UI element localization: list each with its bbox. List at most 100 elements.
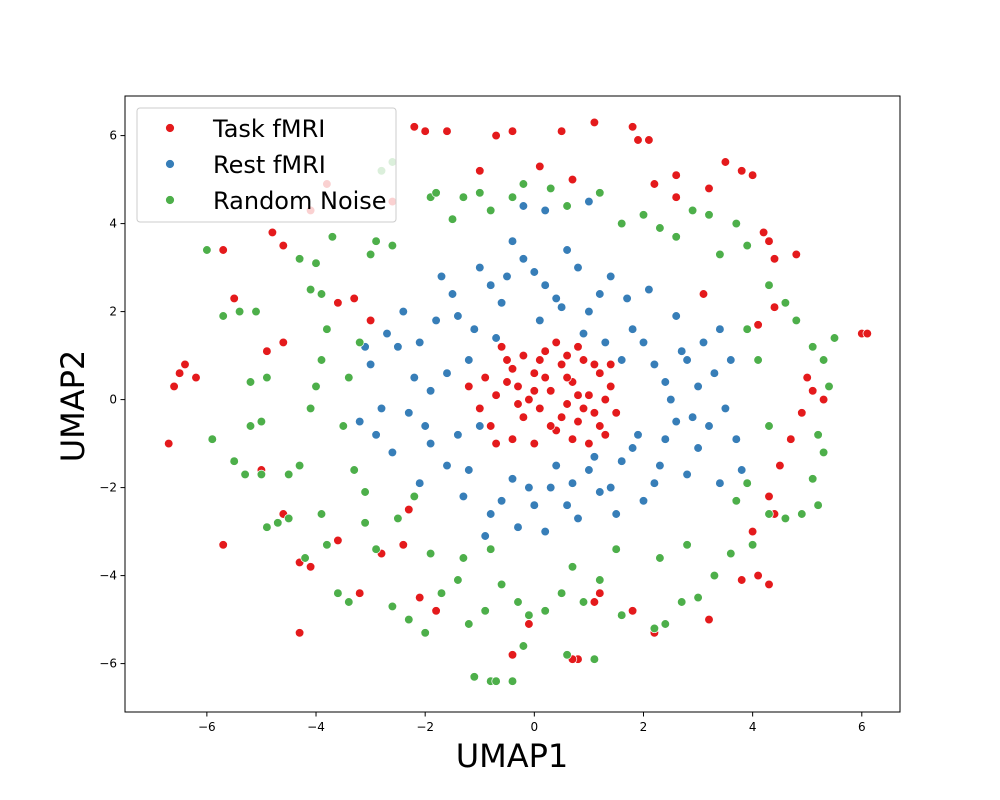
point-random-noise-104 xyxy=(458,553,469,563)
point-task-fmri-87 xyxy=(704,183,714,194)
point-random-noise-47 xyxy=(655,223,665,233)
plot-frame xyxy=(124,95,901,713)
point-random-noise-94 xyxy=(344,372,354,383)
point-task-fmri-110 xyxy=(595,588,605,598)
point-rest-fmri-7 xyxy=(464,355,474,365)
point-rest-fmri-95 xyxy=(355,416,365,427)
point-random-noise-52 xyxy=(731,218,741,229)
point-rest-fmri-60 xyxy=(365,359,376,370)
point-task-fmri-20 xyxy=(475,403,485,414)
point-rest-fmri-78 xyxy=(573,262,583,273)
point-rest-fmri-65 xyxy=(425,438,436,449)
point-random-noise-100 xyxy=(562,650,572,660)
point-rest-fmri-77 xyxy=(562,500,572,510)
point-task-fmri-101 xyxy=(764,491,774,502)
point-rest-fmri-61 xyxy=(371,430,381,440)
point-random-noise-119 xyxy=(229,456,239,466)
point-task-fmri-1 xyxy=(491,390,501,400)
point-task-fmri-80 xyxy=(627,122,638,132)
point-rest-fmri-34 xyxy=(425,386,436,396)
point-random-noise-71 xyxy=(693,592,703,603)
point-random-noise-65 xyxy=(797,509,807,519)
legend: Task fMRI Rest fMRI Random Noise xyxy=(136,107,397,223)
point-random-noise-5 xyxy=(262,372,272,383)
point-task-fmri-49 xyxy=(606,359,616,370)
y-tick-label: 2 xyxy=(109,305,117,319)
point-task-fmri-118 xyxy=(398,540,408,550)
point-rest-fmri-88 xyxy=(682,355,692,365)
point-rest-fmri-32 xyxy=(398,306,408,317)
point-rest-fmri-30 xyxy=(376,403,387,414)
point-random-noise-18 xyxy=(333,588,343,598)
point-random-noise-56 xyxy=(791,315,801,326)
point-task-fmri-97 xyxy=(818,394,829,405)
point-task-fmri-96 xyxy=(808,386,818,396)
point-rest-fmri-1 xyxy=(409,372,419,383)
point-rest-fmri-58 xyxy=(709,368,720,378)
point-task-fmri-105 xyxy=(764,579,774,590)
point-rest-fmri-3 xyxy=(431,315,441,326)
series-random-noise xyxy=(202,157,840,686)
point-task-fmri-7 xyxy=(540,346,550,356)
point-rest-fmri-92 xyxy=(731,434,741,444)
legend-label-rest-fmri: Rest fMRI xyxy=(213,151,326,179)
point-rest-fmri-42 xyxy=(535,315,545,326)
point-random-noise-11 xyxy=(262,522,272,532)
point-rest-fmri-23 xyxy=(638,496,649,506)
point-rest-fmri-64 xyxy=(415,337,425,348)
point-random-noise-114 xyxy=(764,421,774,431)
point-rest-fmri-68 xyxy=(464,465,474,475)
y-tick-label: 4 xyxy=(109,217,117,231)
point-rest-fmri-11 xyxy=(507,474,518,484)
point-random-noise-83 xyxy=(480,606,490,616)
point-rest-fmri-52 xyxy=(644,284,654,295)
point-task-fmri-33 xyxy=(600,394,610,405)
point-task-fmri-103 xyxy=(747,526,758,537)
point-random-noise-16 xyxy=(316,509,327,519)
point-task-fmri-77 xyxy=(507,126,518,136)
point-task-fmri-115 xyxy=(524,619,534,629)
point-random-noise-74 xyxy=(649,623,660,634)
point-random-noise-84 xyxy=(464,619,474,629)
point-task-fmri-79 xyxy=(589,117,600,128)
point-random-noise-24 xyxy=(305,284,316,295)
point-task-fmri-121 xyxy=(862,328,872,339)
point-random-noise-8 xyxy=(256,416,267,427)
point-random-noise-76 xyxy=(595,575,605,585)
point-random-noise-51 xyxy=(715,249,725,260)
point-rest-fmri-9 xyxy=(486,509,496,519)
point-task-fmri-76 xyxy=(491,130,501,141)
point-random-noise-77 xyxy=(578,597,589,607)
point-random-noise-57 xyxy=(808,342,818,352)
point-task-fmri-72 xyxy=(333,298,343,308)
point-task-fmri-90 xyxy=(764,236,774,246)
x-tick-label: 0 xyxy=(531,720,539,734)
point-rest-fmri-76 xyxy=(551,293,561,304)
point-task-fmri-8 xyxy=(546,386,556,396)
point-task-fmri-83 xyxy=(671,170,681,180)
point-rest-fmri-49 xyxy=(611,509,621,519)
point-random-noise-12 xyxy=(273,518,283,528)
point-rest-fmri-57 xyxy=(698,337,709,348)
point-random-noise-46 xyxy=(638,210,649,220)
point-random-noise-3 xyxy=(251,306,261,317)
point-random-noise-72 xyxy=(677,597,687,607)
point-task-fmri-89 xyxy=(649,179,660,189)
point-random-noise-91 xyxy=(360,518,370,528)
point-task-fmri-67 xyxy=(355,588,365,598)
x-tick-label: 2 xyxy=(640,720,648,734)
point-rest-fmri-6 xyxy=(458,491,469,502)
point-task-fmri-2 xyxy=(502,355,512,365)
point-random-noise-49 xyxy=(687,205,698,216)
point-random-noise-75 xyxy=(617,610,627,620)
point-random-noise-53 xyxy=(742,240,752,251)
point-random-noise-28 xyxy=(327,232,338,242)
legend-label-random-noise: Random Noise xyxy=(213,187,387,215)
y-tick-label: −2 xyxy=(99,481,117,495)
point-task-fmri-4 xyxy=(518,412,529,422)
point-random-noise-117 xyxy=(360,487,370,497)
point-rest-fmri-33 xyxy=(415,478,425,488)
point-random-noise-68 xyxy=(747,540,758,550)
point-task-fmri-74 xyxy=(420,126,430,136)
